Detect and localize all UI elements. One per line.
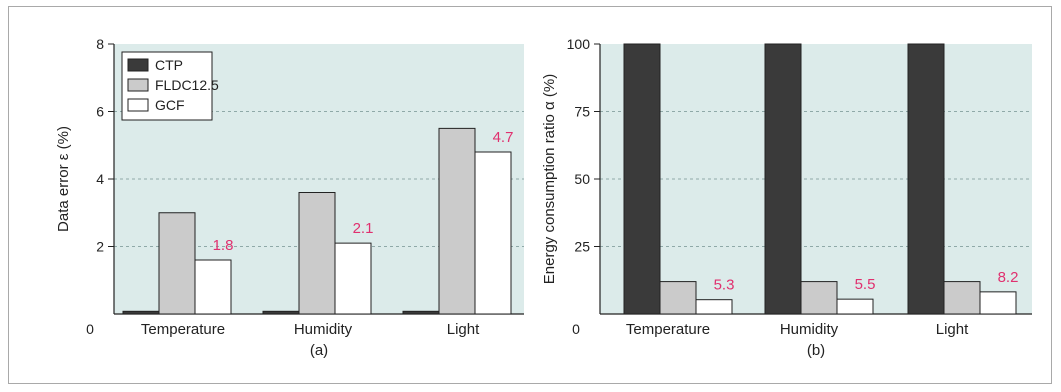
x-category-label: Temperature [626, 321, 710, 338]
bar [402, 310, 440, 315]
bar [438, 127, 476, 315]
y-tick-label: 25 [574, 239, 590, 255]
y-tick-label: 2 [96, 239, 104, 255]
panel-caption: (b) [807, 342, 825, 359]
legend-swatch [127, 98, 149, 112]
legend-entry-label: FLDC12.5 [155, 77, 219, 93]
x-category-label: Light [936, 321, 969, 338]
bar [979, 291, 1017, 315]
y-tick-label: 100 [567, 36, 591, 52]
legend-swatch [127, 58, 149, 72]
data-label: 8.2 [998, 269, 1019, 286]
data-label: 5.5 [855, 276, 876, 293]
chart-b: 25 50 75 100 0 Temperature Humidity Light 5.3 5.5… [541, 36, 1032, 359]
bar [907, 43, 945, 315]
bar [695, 299, 733, 315]
data-label: 4.7 [493, 129, 514, 146]
data-label: 2.1 [353, 220, 374, 237]
bar [194, 259, 232, 315]
origin-label: 0 [572, 321, 580, 337]
data-label: 5.3 [714, 277, 735, 294]
bar [334, 242, 372, 315]
origin-label: 0 [86, 321, 94, 337]
data-label: 1.8 [213, 237, 234, 254]
legend-entry-label: GCF [155, 97, 185, 113]
bar [262, 310, 300, 315]
legend-entry-label: CTP [155, 57, 183, 73]
y-tick-label: 4 [96, 171, 104, 187]
bar [943, 281, 981, 315]
x-category-label: Humidity [780, 321, 839, 338]
bar [158, 212, 196, 315]
x-category-label: Humidity [294, 321, 353, 338]
y-axis-label: Energy consumption ratio α (%) [541, 74, 558, 284]
panel-caption: (a) [310, 342, 328, 359]
x-category-label: Light [447, 321, 480, 338]
y-tick-label: 75 [574, 104, 590, 120]
bar [764, 43, 802, 315]
y-axis-label: Data error ε (%) [55, 126, 72, 232]
chart-a: 2 4 6 8 0 Temperature Humidity Light 1.8 2.1 4.7 Da… [55, 36, 524, 359]
y-tick-label: 50 [574, 171, 590, 187]
bar [800, 281, 838, 315]
bar [298, 192, 336, 315]
y-tick-label: 6 [96, 104, 104, 120]
bar [836, 298, 874, 315]
y-tick-label: 8 [96, 36, 104, 52]
legend-swatch [127, 78, 149, 92]
bar [659, 281, 697, 315]
bar [122, 310, 160, 315]
bar [474, 151, 512, 315]
bar [623, 43, 661, 315]
x-category-label: Temperature [141, 321, 225, 338]
